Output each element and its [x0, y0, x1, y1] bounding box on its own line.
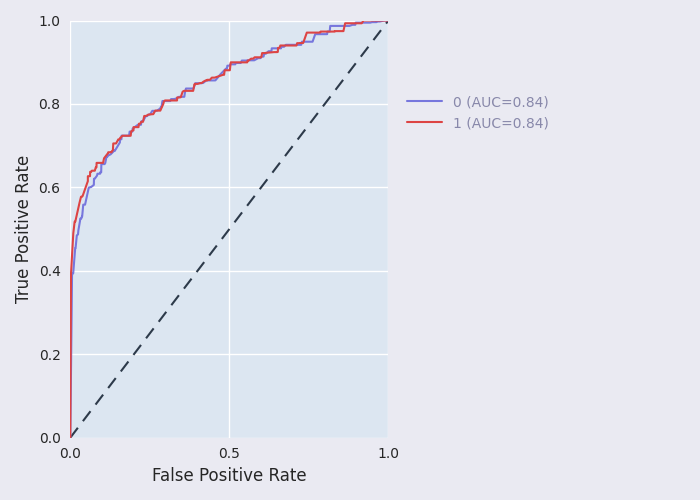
0 (AUC=0.84) — [288, 42, 296, 48]
1 (AUC=0.84) — [359, 18, 368, 24]
0 (AUC=0.84) — [66, 434, 74, 440]
1 (AUC=0.84) — [372, 18, 380, 24]
1 (AUC=0.84) — [180, 88, 188, 94]
1 (AUC=0.84) — [295, 40, 304, 46]
1 (AUC=0.84) — [384, 18, 393, 24]
0 (AUC=0.84) — [379, 18, 388, 24]
Legend: 0 (AUC=0.84), 1 (AUC=0.84): 0 (AUC=0.84), 1 (AUC=0.84) — [402, 90, 554, 136]
1 (AUC=0.84) — [364, 18, 372, 24]
0 (AUC=0.84) — [365, 20, 373, 26]
0 (AUC=0.84) — [366, 20, 375, 26]
Line: 0 (AUC=0.84): 0 (AUC=0.84) — [70, 20, 389, 438]
Line: 1 (AUC=0.84): 1 (AUC=0.84) — [70, 20, 389, 438]
0 (AUC=0.84) — [163, 98, 172, 104]
Y-axis label: True Positive Rate: True Positive Rate — [15, 155, 33, 303]
1 (AUC=0.84) — [66, 434, 74, 440]
1 (AUC=0.84) — [370, 18, 379, 24]
0 (AUC=0.84) — [384, 18, 393, 24]
X-axis label: False Positive Rate: False Positive Rate — [152, 467, 307, 485]
0 (AUC=0.84) — [324, 28, 332, 34]
1 (AUC=0.84) — [332, 28, 341, 34]
0 (AUC=0.84) — [356, 20, 365, 26]
